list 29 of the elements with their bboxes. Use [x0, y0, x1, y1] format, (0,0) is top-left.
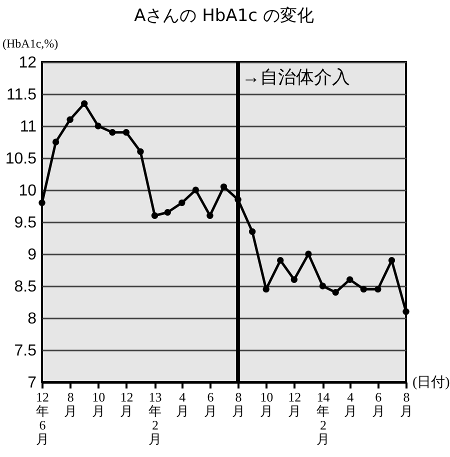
x-tick-label: 12年6月 — [36, 390, 49, 446]
x-tick-label: 13年2月 — [148, 390, 162, 446]
y-tick-label: 10.5 — [5, 150, 37, 168]
x-tick-label: 12月 — [120, 390, 134, 418]
x-tick-label: 12月 — [288, 390, 302, 418]
y-tick-label: 11.5 — [6, 86, 37, 104]
x-tick-label: 8月 — [400, 390, 413, 418]
ref-line-label: →自治体介入 — [242, 67, 350, 87]
x-tick-label: 10月 — [260, 390, 274, 418]
x-tick-label: 10月 — [92, 390, 106, 418]
x-tick-label: 14年2月 — [316, 390, 330, 446]
x-tick-label: 8月 — [64, 390, 78, 418]
y-tick-label: 10 — [18, 182, 37, 200]
y-axis-title: (HbA1c,%) — [2, 36, 58, 50]
chart-title: Aさんの HbA1c の変化 — [134, 6, 314, 26]
x-tick-label: 4月 — [344, 390, 357, 418]
y-tick-label: 12 — [18, 54, 37, 72]
y-tick-label: 7 — [28, 374, 37, 392]
x-tick-label: 8月 — [232, 390, 246, 418]
y-tick-label: 11 — [20, 118, 37, 136]
x-tick-label: 6月 — [372, 390, 385, 418]
x-tick-label: 6月 — [204, 390, 217, 418]
y-tick-label: 9.5 — [14, 214, 37, 232]
y-tick-label: 7.5 — [14, 342, 37, 360]
x-tick-label: 4月 — [176, 390, 189, 418]
y-tick-label: 8.5 — [14, 278, 37, 296]
y-tick-label: 9 — [28, 246, 37, 264]
x-axis-title: (日付) — [412, 374, 450, 390]
y-tick-label: 8 — [28, 310, 37, 328]
